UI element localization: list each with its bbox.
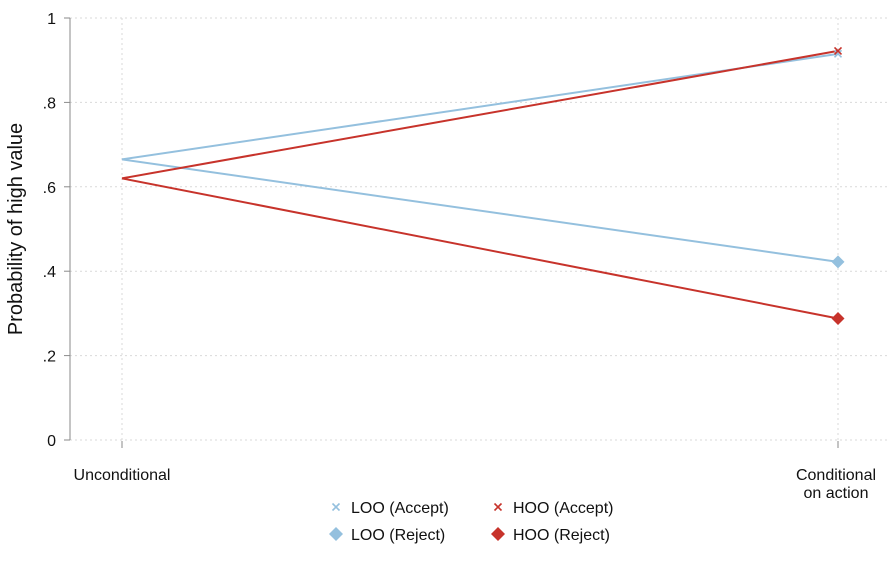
legend-label: HOO (Reject) <box>513 527 610 544</box>
marker-stroke <box>493 502 503 512</box>
legend-marker <box>331 502 341 512</box>
legend-marker <box>491 527 505 541</box>
y-tick-label: .6 <box>43 180 56 197</box>
data-point-hoo-reject <box>831 311 845 325</box>
y-axis-title: Probability of high value <box>5 123 27 335</box>
legend-marker <box>329 527 343 541</box>
axes <box>69 18 71 440</box>
legend-item: LOO (Reject) <box>329 527 445 544</box>
data-point-hoo-accept <box>833 46 843 55</box>
marker-stroke <box>833 46 843 55</box>
y-tick-label: 1 <box>47 11 56 28</box>
legend-label: LOO (Accept) <box>351 500 449 517</box>
y-axis-ticks: 0 .2 .4 .6 .8 1 <box>43 11 70 450</box>
data-point-loo-reject <box>831 255 845 269</box>
x-tick-label-line: Conditional <box>796 467 876 484</box>
x-tick-label-line: Unconditional <box>74 467 171 484</box>
y-tick-label: 0 <box>47 433 56 450</box>
data-point-loo-accept <box>833 49 843 58</box>
series-line-hoo-accept <box>121 49 839 180</box>
x-tick-label-line: on action <box>804 485 869 502</box>
series-line-hoo-reject <box>121 177 839 320</box>
legend-item: LOO (Accept) <box>331 500 449 517</box>
series-markers <box>831 46 845 325</box>
legend-label: LOO (Reject) <box>351 527 445 544</box>
y-tick-label: .4 <box>43 264 56 281</box>
series-line-loo-reject <box>121 158 839 263</box>
marker-stroke <box>833 49 843 58</box>
y-tick-label: .8 <box>43 95 56 112</box>
series-lines <box>121 49 839 320</box>
legend-label: HOO (Accept) <box>513 500 613 517</box>
legend-item: HOO (Reject) <box>491 527 610 544</box>
marker-stroke <box>331 502 341 512</box>
legend: LOO (Accept) HOO (Accept) LOO (Reject) HOO … <box>329 500 613 544</box>
legend-item: HOO (Accept) <box>493 500 613 517</box>
y-tick-label: .2 <box>43 349 56 366</box>
grid-lines <box>70 17 887 441</box>
x-tick-label: Unconditional <box>74 467 171 484</box>
x-tick-label: Conditional on action <box>796 467 876 502</box>
x-axis-ticks: Unconditional Conditional on action <box>74 441 876 502</box>
legend-marker <box>493 502 503 512</box>
